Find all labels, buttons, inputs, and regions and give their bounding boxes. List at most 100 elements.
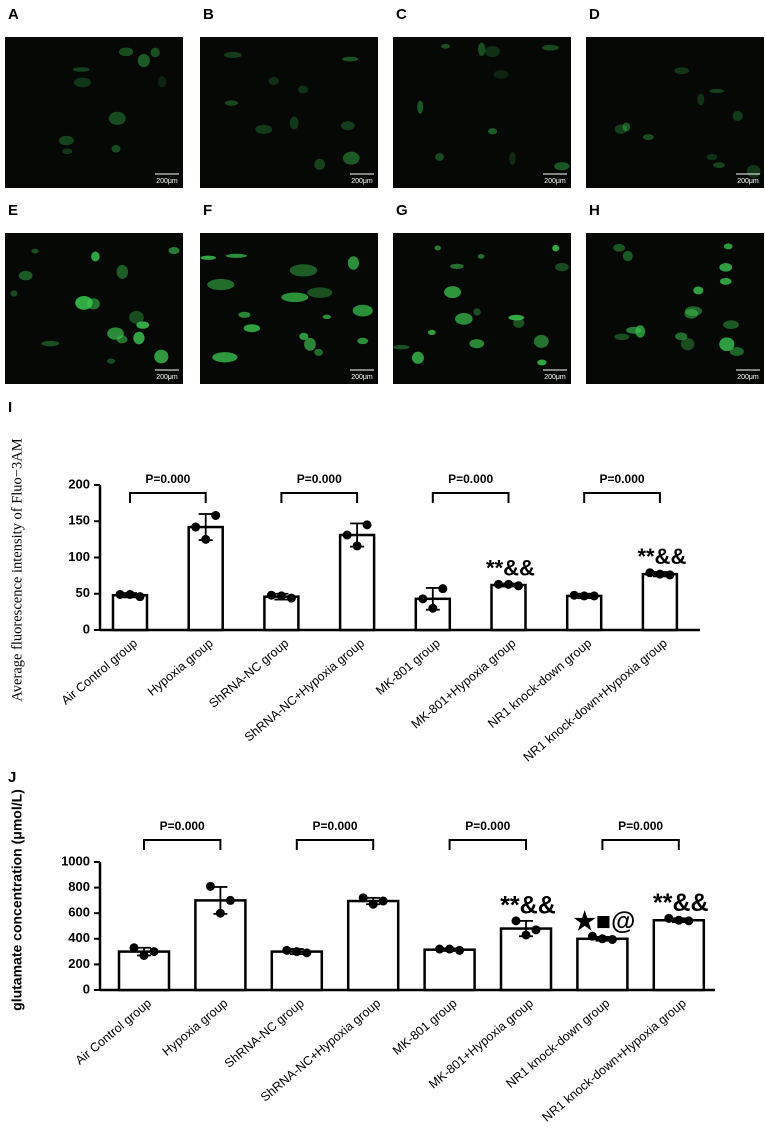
cell [537,359,547,366]
significance-bracket [295,839,375,850]
data-point [352,541,362,551]
cell [435,153,444,161]
cell [304,337,316,351]
cell [238,311,251,318]
data-point [211,510,221,520]
p-value: P=0.000 [145,472,190,486]
data-point [435,944,445,954]
cell [289,116,299,130]
data-point [655,569,665,579]
cell [622,122,631,132]
cell [133,331,145,345]
data-point [521,930,531,940]
scale-bar-label: 200μm [156,374,178,381]
cell [225,253,247,258]
p-value: P=0.000 [465,819,510,833]
cell [541,44,559,51]
cell [255,124,273,134]
cell [357,337,369,345]
cell [680,337,695,351]
bar [187,525,224,632]
cell [18,270,33,281]
cell [613,243,625,252]
data-point [302,948,312,958]
data-point [276,591,286,601]
cell [289,264,318,277]
y-tick-label: 1000 [61,853,90,868]
significance-mark: ★■@ [573,907,635,935]
significance-mark: **&& [500,891,556,919]
data-point [358,893,368,903]
cell [449,263,464,270]
cell [322,314,332,320]
significance-bracket [431,492,510,503]
panel-label: D [589,6,600,23]
data-point [125,589,135,599]
cell [509,151,516,165]
cell [706,153,718,161]
panel-label: A [8,6,19,23]
cell [106,358,116,364]
cell [314,348,324,356]
cell [73,77,92,88]
cell [614,124,628,134]
cell [729,347,744,356]
x-tick-label: ShRNA-NC+Hypoxia group [242,636,367,744]
cell [709,88,725,94]
cell [719,337,735,352]
cell [552,244,560,252]
cell [713,162,725,169]
data-point [266,590,276,600]
cell [75,295,93,310]
bar [490,583,527,632]
scale-bar-label: 200μm [544,374,566,381]
cell [493,69,509,79]
cell [200,255,216,260]
x-tick-label: Hypoxia group [145,636,216,699]
cell [417,100,424,114]
y-tick-label: 400 [68,930,90,945]
cell [72,67,90,72]
data-point [645,568,655,578]
cell [298,85,309,94]
cell [207,278,235,291]
cell [116,264,129,279]
y-tick-label: 150 [68,513,90,528]
panel-label: J [8,769,16,786]
micrograph [393,37,571,188]
cell [224,100,238,106]
bar [576,937,629,992]
cell [723,320,739,329]
cell [622,250,633,262]
cell [157,76,167,88]
data-point [225,895,235,905]
cell [137,53,150,68]
cell [719,263,733,272]
cell [352,304,373,317]
cell [212,352,238,363]
data-point [445,944,455,954]
data-point [282,945,292,955]
cell [281,292,309,303]
cell [477,254,485,259]
y-axis-label: Average fluorescence intensity of Fluo−3… [9,438,25,701]
cell [411,351,424,364]
data-point [115,589,125,599]
data-point [511,916,521,926]
panel-label: C [396,6,407,23]
cell [732,110,743,122]
micrograph [586,233,764,384]
x-tick-label: MK-801 group [390,996,460,1058]
data-point [418,594,428,604]
cell [626,326,642,334]
data-point [504,579,513,589]
data-point [201,534,211,544]
cell [720,277,732,285]
data-point [665,570,675,580]
scale-bar-label: 200μm [737,178,759,185]
cell [674,67,690,75]
significance-bracket [583,492,661,503]
cell [427,329,436,336]
data-point [286,593,296,603]
